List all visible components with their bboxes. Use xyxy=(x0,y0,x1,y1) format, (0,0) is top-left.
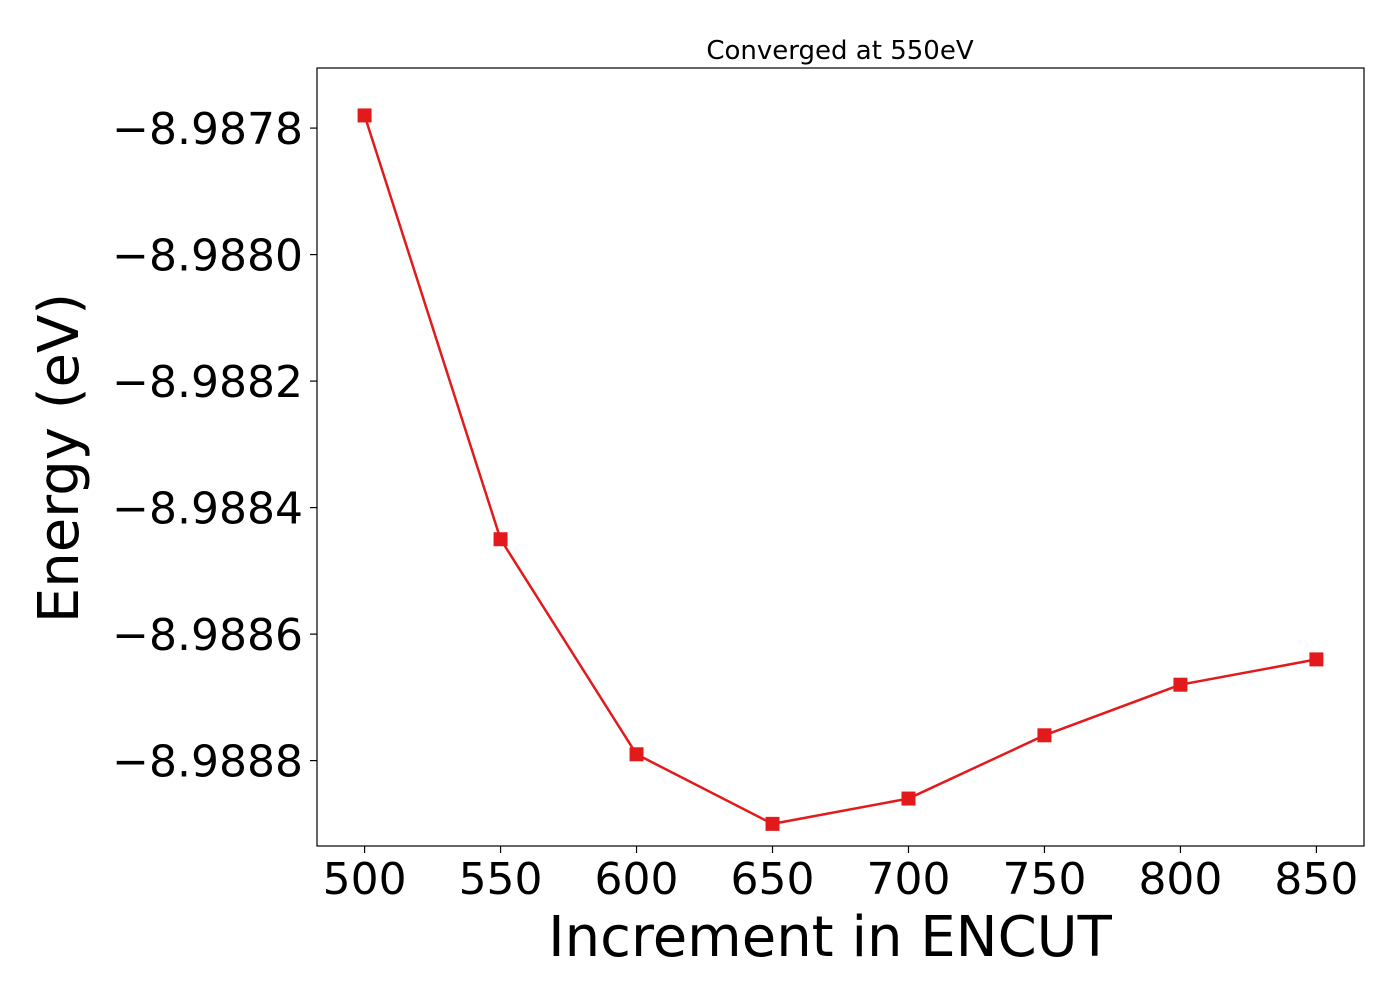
data-point xyxy=(357,108,372,123)
plot-area: 500 550 600 650 700 750 800 850 −8.9878 −8.9880 −8… xyxy=(112,104,1358,905)
data-point xyxy=(1173,677,1188,692)
x-axis-label: Increment in ENCUT xyxy=(548,905,1113,970)
y-tick-label: −8.9888 xyxy=(112,737,303,788)
x-tick-label: 600 xyxy=(595,854,679,905)
data-point xyxy=(1037,728,1052,743)
x-tick-label: 750 xyxy=(1002,854,1086,905)
x-tick-label: 550 xyxy=(459,854,543,905)
x-tick-label: 500 xyxy=(323,854,407,905)
y-tick-label: −8.9886 xyxy=(112,610,303,661)
y-tick-label: −8.9878 xyxy=(112,104,303,155)
y-tick-label: −8.9880 xyxy=(112,231,303,282)
data-point xyxy=(629,747,644,762)
y-tick-label: −8.9882 xyxy=(112,357,303,408)
data-point xyxy=(1309,652,1324,667)
x-tick-label: 650 xyxy=(731,854,815,905)
y-axis-label: Energy (eV) xyxy=(27,293,92,623)
x-tick-label: 850 xyxy=(1274,854,1358,905)
data-point xyxy=(765,816,780,831)
x-tick-label: 700 xyxy=(866,854,950,905)
x-tick-label: 800 xyxy=(1138,854,1222,905)
series-line xyxy=(363,115,1317,826)
chart-title: Converged at 550eV xyxy=(706,36,973,66)
plot-frame xyxy=(316,67,1365,847)
y-tick-label: −8.9884 xyxy=(112,484,303,535)
data-point xyxy=(901,791,916,806)
data-point xyxy=(493,532,508,547)
